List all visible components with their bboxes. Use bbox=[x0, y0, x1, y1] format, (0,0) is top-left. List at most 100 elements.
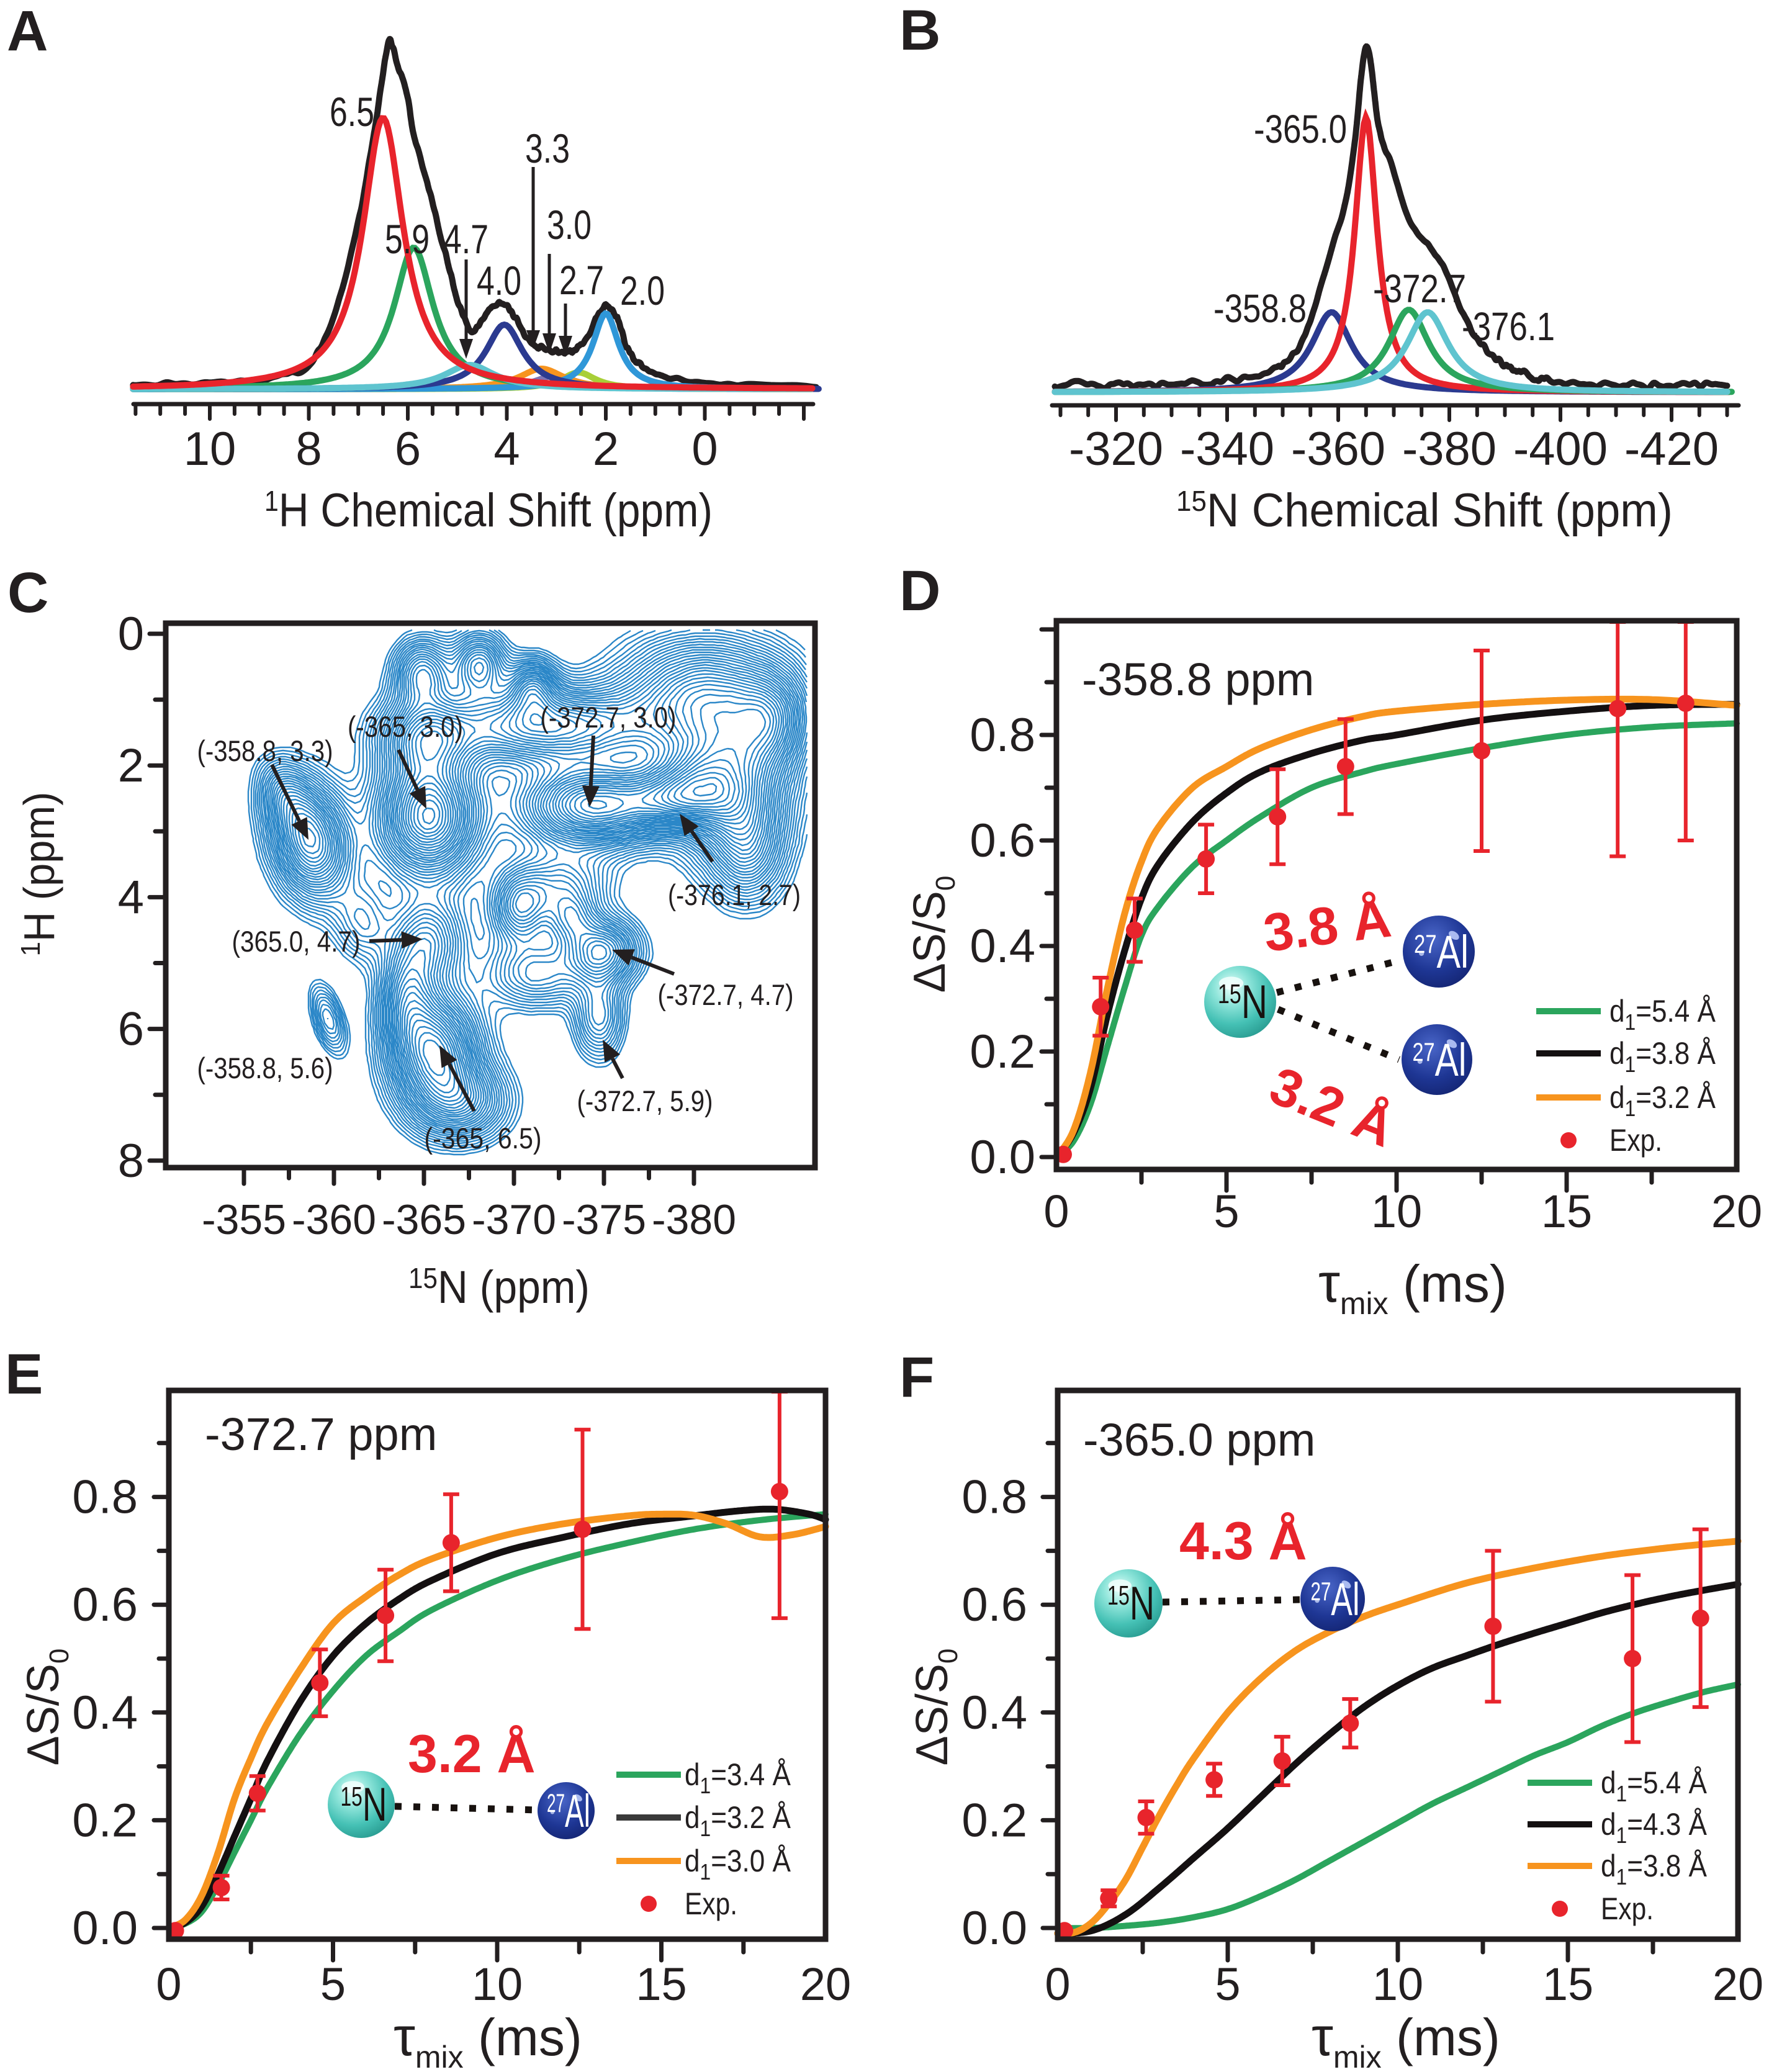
svg-text:4.3 Å: 4.3 Å bbox=[1179, 1511, 1307, 1571]
svg-text:2: 2 bbox=[593, 423, 619, 475]
svg-text:0.8: 0.8 bbox=[961, 1471, 1027, 1524]
svg-text:Exp.: Exp. bbox=[685, 1886, 737, 1921]
svg-text:15N: 15N bbox=[1107, 1577, 1155, 1630]
svg-text:τmix (ms): τmix (ms) bbox=[1312, 2006, 1500, 2072]
svg-text:-355: -355 bbox=[202, 1196, 286, 1243]
svg-text:15N: 15N bbox=[1218, 976, 1267, 1029]
svg-text:(-358.8, 3.3): (-358.8, 3.3) bbox=[197, 734, 333, 767]
svg-text:-320: -320 bbox=[1069, 423, 1163, 475]
svg-text:(-365, 6.5): (-365, 6.5) bbox=[425, 1122, 542, 1155]
svg-text:(-358.8, 5.6): (-358.8, 5.6) bbox=[197, 1052, 333, 1084]
svg-text:B: B bbox=[899, 0, 940, 62]
svg-text:-400: -400 bbox=[1513, 423, 1608, 475]
svg-text:20: 20 bbox=[800, 1958, 851, 2010]
svg-text:5: 5 bbox=[320, 1958, 346, 2010]
svg-text:15N Chemical Shift (ppm): 15N Chemical Shift (ppm) bbox=[1176, 484, 1673, 537]
svg-text:0: 0 bbox=[1043, 1186, 1069, 1237]
svg-text:-365.0 ppm: -365.0 ppm bbox=[1083, 1414, 1315, 1466]
svg-text:10: 10 bbox=[184, 423, 236, 475]
svg-text:τmix (ms): τmix (ms) bbox=[394, 2006, 582, 2072]
svg-text:10: 10 bbox=[472, 1958, 523, 2010]
svg-text:2.0: 2.0 bbox=[620, 268, 665, 313]
svg-text:27Al: 27Al bbox=[547, 1785, 590, 1837]
svg-text:0: 0 bbox=[156, 1958, 181, 2010]
svg-text:ΔS/S0: ΔS/S0 bbox=[905, 876, 961, 993]
svg-text:-380: -380 bbox=[652, 1196, 736, 1243]
svg-text:E: E bbox=[5, 1343, 43, 1406]
svg-text:-365.0: -365.0 bbox=[1254, 107, 1347, 151]
svg-text:0.4: 0.4 bbox=[970, 920, 1035, 973]
svg-text:27Al: 27Al bbox=[1413, 1034, 1467, 1086]
svg-text:15: 15 bbox=[1541, 1186, 1592, 1237]
svg-text:0.6: 0.6 bbox=[72, 1579, 138, 1631]
svg-text:20: 20 bbox=[1713, 1958, 1763, 2010]
svg-text:1H Chemical Shift (ppm): 1H Chemical Shift (ppm) bbox=[264, 484, 713, 537]
svg-text:3.2 Å: 3.2 Å bbox=[408, 1724, 536, 1784]
svg-text:-358.8 ppm: -358.8 ppm bbox=[1082, 654, 1314, 705]
svg-text:0.2: 0.2 bbox=[961, 1794, 1027, 1847]
svg-text:27Al: 27Al bbox=[1311, 1574, 1360, 1625]
svg-text:5: 5 bbox=[1215, 1958, 1240, 2010]
svg-text:3.0: 3.0 bbox=[547, 202, 592, 248]
svg-text:4: 4 bbox=[493, 423, 520, 475]
svg-text:-340: -340 bbox=[1180, 423, 1274, 475]
svg-text:0.8: 0.8 bbox=[970, 709, 1035, 762]
svg-text:D: D bbox=[899, 559, 940, 623]
svg-text:5: 5 bbox=[1213, 1186, 1239, 1237]
svg-text:27Al: 27Al bbox=[1414, 926, 1469, 978]
svg-text:0.4: 0.4 bbox=[961, 1687, 1027, 1739]
svg-text:0.0: 0.0 bbox=[961, 1902, 1027, 1955]
svg-text:0: 0 bbox=[118, 608, 144, 660]
svg-text:0: 0 bbox=[691, 423, 718, 475]
svg-text:ΔS/S0: ΔS/S0 bbox=[907, 1649, 963, 1766]
svg-text:0.6: 0.6 bbox=[970, 814, 1035, 867]
svg-text:-376.1: -376.1 bbox=[1462, 304, 1555, 349]
svg-text:d1=3.0 Å: d1=3.0 Å bbox=[685, 1844, 791, 1885]
svg-text:0.2: 0.2 bbox=[72, 1794, 138, 1847]
svg-text:-380: -380 bbox=[1402, 423, 1497, 475]
svg-text:4: 4 bbox=[118, 871, 144, 924]
svg-text:d1=3.2 Å: d1=3.2 Å bbox=[685, 1800, 791, 1841]
svg-text:(-376.1, 2.7): (-376.1, 2.7) bbox=[668, 878, 801, 911]
svg-text:6: 6 bbox=[395, 423, 421, 475]
svg-text:C: C bbox=[7, 561, 48, 624]
svg-text:Exp.: Exp. bbox=[1601, 1891, 1654, 1926]
svg-text:15: 15 bbox=[1542, 1958, 1593, 2010]
svg-text:-365: -365 bbox=[382, 1196, 466, 1243]
svg-text:Exp.: Exp. bbox=[1609, 1123, 1662, 1158]
svg-text:0.8: 0.8 bbox=[72, 1471, 138, 1524]
svg-text:0.2: 0.2 bbox=[970, 1025, 1035, 1078]
svg-text:8: 8 bbox=[118, 1135, 144, 1187]
svg-text:4.0: 4.0 bbox=[477, 258, 521, 304]
svg-text:d1=4.3 Å: d1=4.3 Å bbox=[1601, 1807, 1708, 1848]
svg-text:10: 10 bbox=[1372, 1958, 1423, 2010]
svg-text:6.5: 6.5 bbox=[330, 89, 374, 135]
svg-text:8: 8 bbox=[295, 423, 322, 475]
svg-text:-372.7 ppm: -372.7 ppm bbox=[205, 1408, 437, 1460]
svg-text:15N (ppm): 15N (ppm) bbox=[408, 1261, 590, 1313]
svg-text:d1=5.4 Å: d1=5.4 Å bbox=[1609, 994, 1716, 1035]
svg-text:ΔS/S0: ΔS/S0 bbox=[19, 1649, 74, 1766]
svg-text:2: 2 bbox=[118, 739, 144, 792]
svg-text:(365.0, 4.7): (365.0, 4.7) bbox=[232, 925, 361, 958]
svg-text:(-372.7, 3.0): (-372.7, 3.0) bbox=[541, 701, 677, 734]
svg-text:10: 10 bbox=[1371, 1186, 1422, 1237]
svg-text:2.7: 2.7 bbox=[559, 257, 604, 303]
svg-text:4.7: 4.7 bbox=[444, 216, 488, 262]
svg-text:0.0: 0.0 bbox=[970, 1131, 1035, 1184]
svg-text:-375: -375 bbox=[562, 1196, 646, 1243]
svg-text:0.0: 0.0 bbox=[72, 1902, 138, 1955]
svg-text:15: 15 bbox=[636, 1958, 686, 2010]
svg-text:1H (ppm): 1H (ppm) bbox=[15, 792, 63, 957]
svg-text:-360: -360 bbox=[292, 1196, 376, 1243]
svg-text:(-372.7, 5.9): (-372.7, 5.9) bbox=[577, 1084, 713, 1117]
svg-text:3.3: 3.3 bbox=[525, 125, 570, 171]
svg-text:(-365, 3.0): (-365, 3.0) bbox=[348, 710, 463, 743]
svg-text:0: 0 bbox=[1045, 1958, 1070, 2010]
svg-text:τmix (ms): τmix (ms) bbox=[1318, 1252, 1507, 1321]
svg-text:-420: -420 bbox=[1624, 423, 1719, 475]
svg-text:0.4: 0.4 bbox=[72, 1687, 138, 1739]
svg-text:-358.8: -358.8 bbox=[1213, 286, 1307, 331]
svg-text:-372.7: -372.7 bbox=[1373, 266, 1466, 311]
svg-text:(-372.7, 4.7): (-372.7, 4.7) bbox=[658, 978, 794, 1011]
